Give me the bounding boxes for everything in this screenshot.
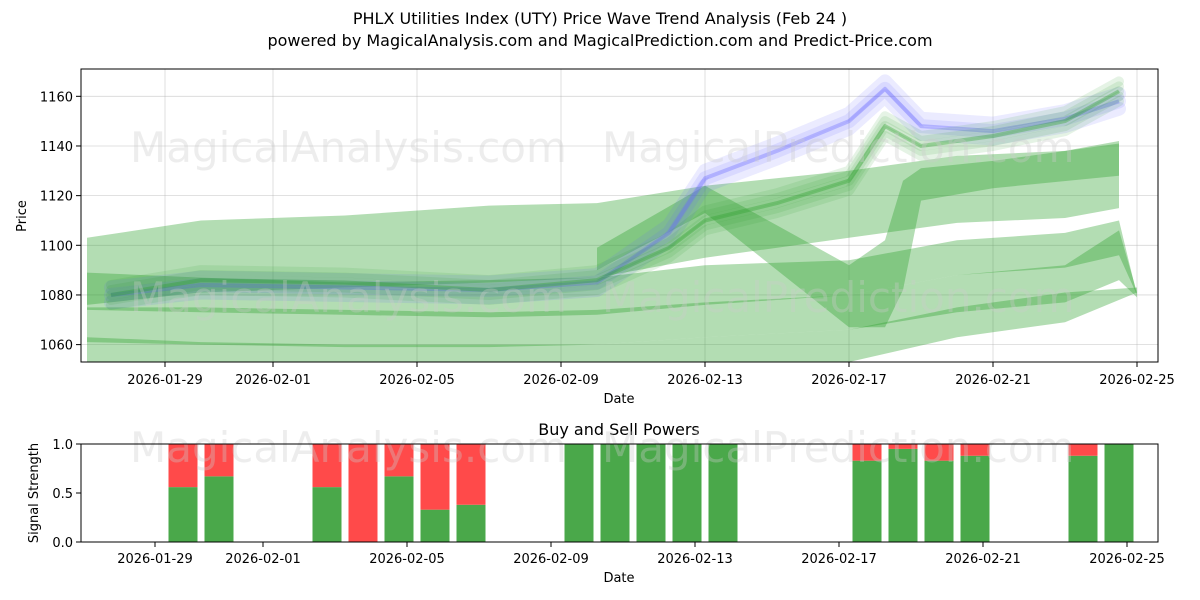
signal-x-tick-label-1: 2026-02-01	[225, 552, 301, 567]
price-y-tick-label-4: 1140	[40, 140, 73, 155]
watermark-analysis-mid: MagicalAnalysis.com	[130, 273, 567, 322]
wave-forecast-blue-core	[110, 86, 1120, 297]
price-x-tick-label-3: 2026-02-09	[523, 373, 599, 388]
price-grid	[81, 69, 1158, 362]
buy-bar-2026-02-20	[960, 455, 990, 542]
wave-trend-green-2	[106, 86, 1124, 300]
signal-x-tick-label-0: 2026-01-29	[117, 552, 193, 567]
buy-bar-2026-02-17	[852, 460, 882, 542]
watermark-analysis-top: MagicalAnalysis.com	[130, 123, 567, 172]
price-x-axis-label: Date	[603, 392, 634, 407]
sell-bar-2026-01-29	[168, 444, 198, 488]
band-mid-band	[87, 220, 1137, 318]
sell-bar-2026-02-23	[1068, 444, 1098, 456]
price-y-tick-label-3: 1120	[40, 190, 73, 205]
signal-y-tick-label-1: 0.5	[52, 487, 73, 502]
band-low-band	[87, 230, 1137, 348]
buy-bar-2026-02-10	[600, 444, 630, 542]
price-y-tick-label-5: 1160	[40, 90, 73, 105]
signal-x-tick-label-6: 2026-02-21	[945, 552, 1021, 567]
price-x-tick-label-4: 2026-02-13	[667, 373, 743, 388]
wave-forecast-blue-1	[104, 81, 1126, 302]
band-wave-ridge	[597, 143, 1119, 328]
signal-y-tick-label-2: 1.0	[52, 438, 73, 453]
price-plot: MagicalAnalysis.com MagicalPrediction.co…	[15, 68, 1175, 407]
watermark-prediction-top: MagicalPrediction.com	[602, 123, 1075, 172]
price-x-tick-label-0: 2026-01-29	[127, 373, 203, 388]
signal-x-tick-label-2: 2026-02-05	[369, 552, 445, 567]
price-y-axis-label: Price	[15, 200, 30, 232]
signal-y-ticks: 0.0 0.5 1.0	[52, 438, 81, 551]
buy-bar-2026-01-30	[204, 476, 234, 542]
buy-bar-2026-02-13	[708, 444, 738, 542]
signal-x-tick-label-3: 2026-02-09	[513, 552, 589, 567]
buy-bar-2026-02-12	[672, 444, 702, 542]
sell-bar-2026-02-18	[888, 444, 918, 449]
buy-bar-2026-02-24	[1104, 444, 1134, 542]
price-x-tick-label-5: 2026-02-17	[811, 373, 887, 388]
sell-bar-2026-02-17	[852, 444, 882, 461]
watermark-prediction-mid: MagicalPrediction.com	[602, 273, 1075, 322]
price-x-tick-label-7: 2026-02-25	[1099, 373, 1175, 388]
buy-bar-2026-02-09	[564, 444, 594, 542]
sell-bar-2026-01-30	[204, 444, 234, 477]
sell-bar-2026-02-04	[384, 444, 414, 477]
buy-bar-2026-02-23	[1068, 455, 1098, 542]
price-y-tick-label-0: 1060	[40, 339, 73, 354]
signal-x-tick-label-5: 2026-02-17	[801, 552, 877, 567]
buy-bar-2026-02-18	[888, 448, 918, 542]
watermark-analysis-bottom: MagicalAnalysis.com	[130, 423, 567, 472]
signal-x-tick-label-7: 2026-02-25	[1089, 552, 1165, 567]
chart-title: PHLX Utilities Index (UTY) Price Wave Tr…	[352, 9, 848, 28]
price-plot-frame	[80, 68, 1159, 363]
price-bands	[87, 74, 1137, 362]
sell-bar-2026-02-20	[960, 444, 990, 456]
sell-bar-2026-02-06	[456, 444, 486, 505]
signal-bars	[168, 444, 1134, 542]
buy-bar-2026-02-04	[384, 476, 414, 542]
signal-x-tick-label-4: 2026-02-13	[657, 552, 733, 567]
sell-bar-2026-02-03	[348, 444, 378, 542]
wave-trend-green-4	[106, 76, 1124, 290]
wave-forecast-blue-2	[104, 74, 1126, 295]
band-wide-band-upper	[87, 141, 1119, 305]
price-x-tick-label-1: 2026-02-01	[235, 373, 311, 388]
wave-trend-green-1	[106, 91, 1124, 305]
band-bottom-band	[87, 287, 1137, 362]
buy-bar-2026-02-02	[312, 487, 342, 542]
signal-y-axis-label: Signal Strength	[27, 443, 42, 543]
watermark-prediction-bottom: MagicalPrediction.com	[602, 423, 1075, 472]
sell-bar-2026-02-19	[924, 444, 954, 461]
price-x-tick-label-2: 2026-02-05	[379, 373, 455, 388]
wave-trend-green-0	[106, 96, 1124, 310]
price-y-tick-label-1: 1080	[40, 289, 73, 304]
price-x-tick-label-6: 2026-02-21	[955, 373, 1031, 388]
chart-subtitle: powered by MagicalAnalysis.com and Magic…	[267, 31, 933, 50]
signal-plot: Buy and Sell Powers MagicalAnalysis.com …	[27, 420, 1165, 586]
signal-y-tick-label-0: 0.0	[52, 536, 73, 551]
price-y-tick-label-2: 1100	[40, 239, 73, 254]
sell-bar-2026-02-02	[312, 444, 342, 488]
wave-forecast-blue-0	[104, 89, 1126, 310]
buy-bar-2026-01-29	[168, 487, 198, 542]
buy-bar-2026-02-11	[636, 444, 666, 542]
price-x-ticks: 2026-01-29 2026-02-01 2026-02-05 2026-02-09…	[127, 362, 1175, 388]
buy-bar-2026-02-19	[924, 460, 954, 542]
signal-chart-title: Buy and Sell Powers	[538, 420, 700, 439]
price-y-ticks: 1060 1080 1100 1120 1140 1160	[40, 90, 81, 354]
wave-trend-green-3	[106, 81, 1124, 295]
buy-bar-2026-02-05	[420, 509, 450, 542]
buy-bar-2026-02-06	[456, 504, 486, 542]
wave-trend-green-core	[110, 89, 1120, 297]
sell-bar-2026-02-05	[420, 444, 450, 510]
signal-x-axis-label: Date	[603, 571, 634, 586]
signal-x-ticks: 2026-01-29 2026-02-01 2026-02-05 2026-02-09…	[117, 542, 1165, 567]
